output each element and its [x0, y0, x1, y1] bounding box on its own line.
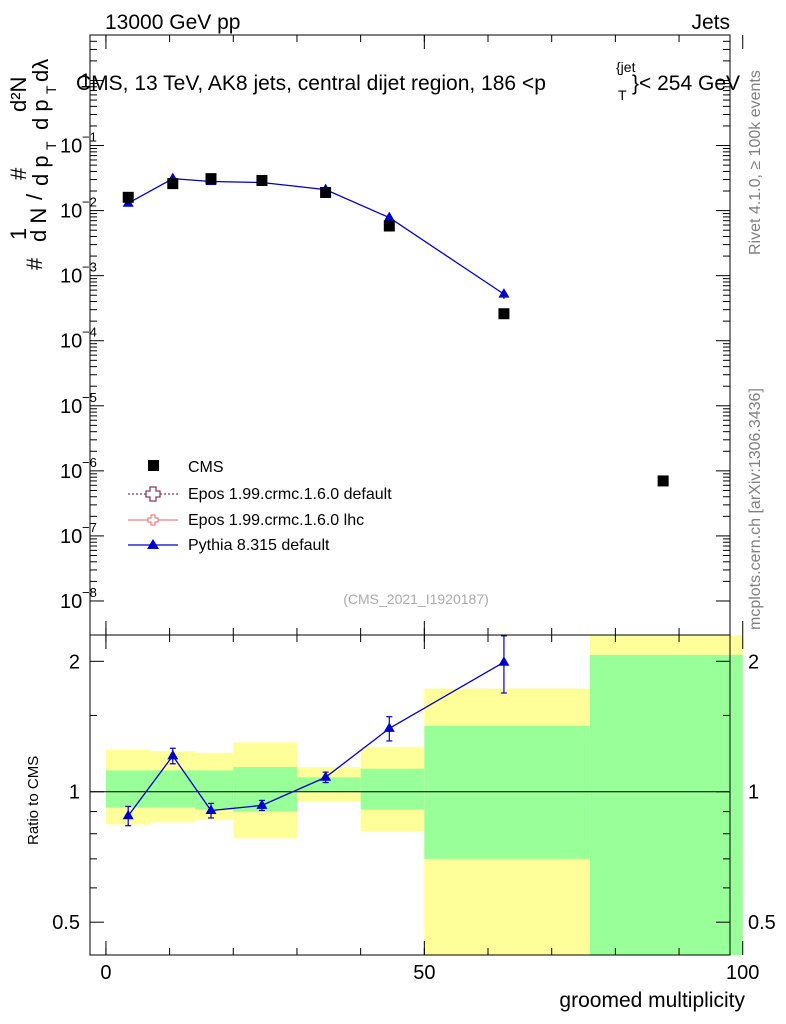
ratio-x-ticks: 0 50 100	[100, 635, 759, 984]
ratio-bands	[105, 635, 743, 955]
cms-data-point	[657, 475, 669, 487]
energy-label: 13000 GeV pp	[105, 11, 240, 34]
main-y-tick-label: 10	[60, 461, 82, 483]
ratio-y-ticks: 0.5 0.5 1 1 2 2	[52, 651, 776, 934]
pythia-point	[498, 288, 510, 298]
legend-marker-pythia	[147, 539, 159, 549]
cms-data-point	[256, 175, 268, 187]
ylabel-den3end: dλ	[28, 59, 53, 82]
ratio-pythia-point	[256, 799, 268, 809]
ratio-inner-band	[105, 770, 151, 808]
main-frame	[89, 34, 731, 636]
x-axis-label: groomed multiplicity	[559, 989, 745, 1012]
ratio-y-tick-label-right: 2	[748, 651, 759, 673]
category-label: Jets	[691, 11, 730, 34]
ratio-inner-band	[195, 770, 234, 810]
ratio-x-tick-label: 100	[726, 962, 759, 984]
ratio-y-tick-label-left: 1	[69, 782, 80, 804]
ratio-x-tick-label: 50	[413, 962, 435, 984]
main-y-tick-exponent: −7	[82, 520, 97, 535]
ratio-inner-band	[424, 725, 590, 859]
legend-marker-epos-lhc	[147, 514, 159, 526]
ratio-y-tick-label-right: 0.5	[748, 912, 776, 934]
ratio-y-tick-label-right: 1	[748, 782, 759, 804]
ratio-pythia-point	[205, 804, 217, 815]
legend-label-epos-lhc: Epos 1.99.crmc.1.6.0 lhc	[188, 512, 364, 529]
main-y-tick-label: 10	[60, 331, 82, 353]
main-y-tick-exponent: −6	[82, 455, 97, 470]
main-series	[122, 172, 669, 487]
main-y-tick-label: 10	[60, 396, 82, 418]
ratio-pythia-point	[122, 809, 134, 820]
plot-title-sup: {jet	[616, 59, 636, 75]
mcplots-label: mcplots.cern.ch [arXiv:1306.3436]	[747, 388, 764, 630]
legend: CMS Epos 1.99.crmc.1.6.0 default Epos 1.…	[128, 459, 392, 554]
main-panel: 10 −810 −710 −610 −510 −410 −310 −210 −11	[60, 34, 744, 636]
legend-marker-cms	[148, 460, 159, 471]
analysis-watermark: (CMS_2021_I1920187)	[343, 591, 489, 607]
ylabel-den3sub: T	[43, 85, 59, 94]
main-y-tick-label: 1	[80, 70, 91, 92]
ratio-inner-band	[233, 767, 297, 812]
main-ylabel: # 1 d N / # d p T d²N d p T dλ	[6, 59, 59, 270]
ratio-inner-band	[589, 654, 743, 955]
ylabel-hash1: #	[22, 257, 47, 270]
plot-title-main: CMS, 13 TeV, AK8 jets, central dijet reg…	[76, 72, 546, 95]
legend-marker-epos-default	[145, 486, 161, 502]
main-y-tick-label: 10	[60, 266, 82, 288]
ylabel-den3: d p	[28, 99, 53, 130]
main-y-tick-exponent: −5	[82, 390, 97, 405]
cms-data-point	[320, 186, 332, 198]
main-y-tick-exponent: −4	[82, 325, 97, 340]
ratio-inner-band	[296, 777, 361, 792]
ratio-inner-band	[360, 768, 425, 810]
cms-data-point	[205, 173, 217, 185]
ylabel-num2: #	[6, 167, 31, 180]
plot-title-end: }< 254 GeV	[632, 72, 740, 95]
main-y-tick-label: 10	[60, 201, 82, 223]
legend-label-epos-default: Epos 1.99.crmc.1.6.0 default	[188, 486, 392, 503]
cms-data-point	[383, 220, 395, 232]
ylabel-num3: d²N	[6, 77, 31, 112]
legend-label-pythia: Pythia 8.315 default	[188, 537, 330, 554]
ratio-frame	[89, 634, 731, 956]
ylabel-one: 1	[6, 228, 31, 240]
main-y-tick-label: 10	[60, 136, 82, 158]
main-y-tick-exponent: −3	[82, 260, 97, 275]
main-y-tick-exponent: −1	[82, 130, 97, 145]
ratio-y-tick-label-left: 0.5	[52, 912, 80, 934]
plot-title-sub: T	[618, 87, 627, 103]
ratio-y-tick-label-left: 2	[69, 651, 80, 673]
ylabel-den2sub: T	[43, 141, 59, 150]
ratio-x-tick-label: 0	[100, 962, 111, 984]
ratio-panel: 0.5 0.5 1 1 2 2 0 50 100	[52, 634, 776, 984]
ratio-series	[122, 635, 510, 827]
ylabel-slash: /	[22, 193, 47, 200]
plot-title: CMS, 13 TeV, AK8 jets, central dijet reg…	[76, 59, 740, 103]
cms-data-point	[167, 178, 179, 190]
main-y-tick-label: 10	[60, 526, 82, 548]
main-y-tick-label: 10	[60, 591, 82, 613]
main-y-tick-exponent: −2	[82, 195, 97, 210]
legend-label-cms: CMS	[188, 459, 224, 476]
pythia-series-line	[127, 177, 505, 295]
ratio-ylabel: Ratio to CMS	[25, 756, 42, 845]
cms-data-point	[498, 308, 510, 320]
main-y-ticks: 10 −810 −710 −610 −510 −410 −310 −210 −11	[60, 34, 744, 635]
pythia-point	[383, 211, 395, 222]
ylabel-den2: d p	[28, 155, 53, 186]
ratio-pythia-point	[167, 749, 179, 760]
rivet-label: Rivet 4.1.0, ≥ 100k events	[747, 70, 764, 255]
ylabel-den1: d N	[26, 208, 51, 242]
cms-data-point	[122, 191, 134, 203]
ratio-pythia-point	[383, 722, 395, 732]
ratio-pythia-point	[498, 656, 510, 666]
ratio-pythia-point	[320, 771, 332, 781]
main-y-tick-exponent: −8	[82, 585, 97, 600]
